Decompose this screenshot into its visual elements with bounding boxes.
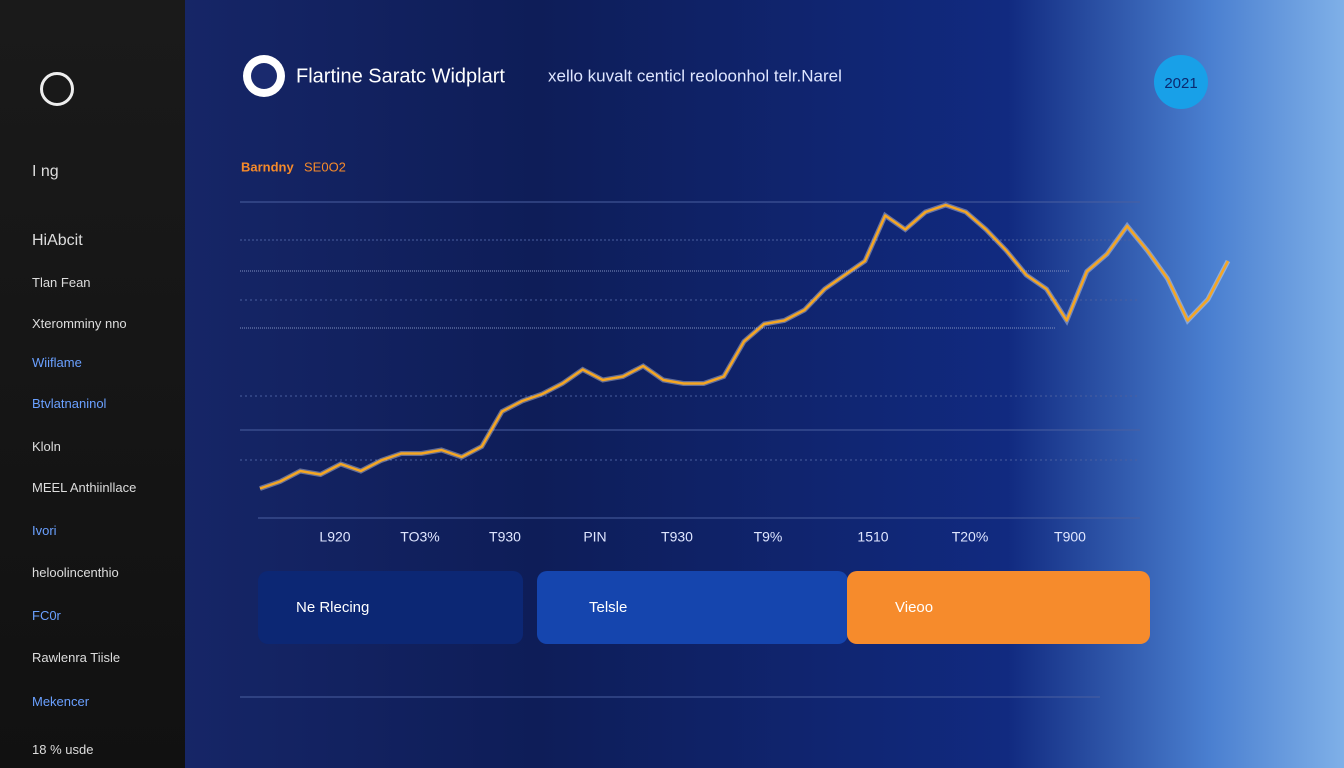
badge-text: 2021 xyxy=(1164,75,1197,92)
chart-label-value: SE0O2 xyxy=(304,159,346,174)
x-tick-label: T20% xyxy=(952,529,989,545)
subtitle: xello kuvalt centicl reoloonhol telr.Nar… xyxy=(548,66,842,85)
nav-item[interactable]: I ng xyxy=(32,163,59,180)
nav-item[interactable]: Tlan Fean xyxy=(32,275,91,290)
nav-item[interactable]: FC0r xyxy=(32,608,61,623)
nav-item[interactable]: Xteromminy nno xyxy=(32,316,127,331)
nav-item[interactable]: heloolincenthio xyxy=(32,565,119,580)
x-tick-label: TO3% xyxy=(400,529,439,545)
logo[interactable] xyxy=(40,72,74,106)
x-tick-label: 1510 xyxy=(857,529,888,545)
badge[interactable] xyxy=(1154,55,1208,109)
x-tick-label: T900 xyxy=(1054,529,1086,545)
nav-item[interactable]: Btvlatnaninol xyxy=(32,396,107,411)
nav-item[interactable]: HiAbcit xyxy=(32,232,83,249)
nav-item[interactable]: Mekencer xyxy=(32,694,90,709)
nav-item[interactable]: MEEL Anthiinllace xyxy=(32,480,137,495)
x-tick-label: L920 xyxy=(319,529,350,545)
price-line xyxy=(259,203,1230,490)
button[interactable]: Telsle xyxy=(537,571,848,644)
chart-label: Barndny xyxy=(241,159,295,174)
x-tick-label: T930 xyxy=(489,529,521,545)
x-tick-label: PIN xyxy=(583,529,606,545)
button[interactable]: Vieoo xyxy=(847,571,1150,644)
nav-item[interactable]: Rawlenra Tiisle xyxy=(32,650,121,665)
x-tick-label: T930 xyxy=(661,529,693,545)
grid xyxy=(240,201,1140,698)
app-icon-inner xyxy=(251,63,277,89)
price-line-glow xyxy=(259,202,1231,491)
title: Flartine Saratc Widplart xyxy=(296,65,505,87)
nav-item[interactable]: 18 % usde xyxy=(32,742,94,757)
button[interactable]: Ne Rlecing xyxy=(258,571,523,644)
nav-item[interactable]: Ivori xyxy=(32,523,57,538)
nav-item[interactable]: Kloln xyxy=(32,439,61,454)
nav-item[interactable]: Wiiflame xyxy=(32,355,82,370)
sidebar: I ng HiAbcit Tlan Fean Xteromminy nno Wiifla… xyxy=(0,0,185,768)
x-tick-label: T9% xyxy=(754,529,783,545)
